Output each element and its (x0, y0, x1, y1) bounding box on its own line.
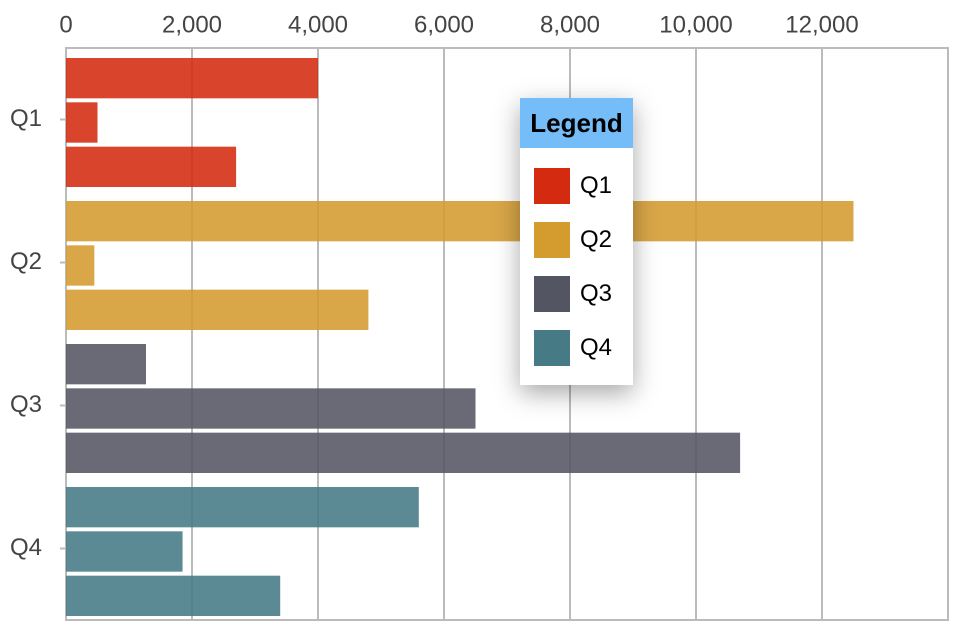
x-tick-label: 8,000 (540, 11, 600, 38)
bar (66, 531, 183, 572)
legend: Legend Q1 Q2 Q3 Q4 (520, 98, 633, 385)
legend-label: Q3 (580, 280, 613, 307)
bar (66, 58, 318, 99)
legend-label: Q2 (580, 226, 613, 253)
legend-title: Legend (520, 98, 633, 148)
bar (66, 102, 98, 143)
legend-item: Q2 (534, 222, 612, 258)
y-tick-label: Q2 (10, 248, 42, 275)
bar (66, 201, 854, 242)
bar (66, 289, 369, 330)
legend-item: Q3 (534, 276, 612, 312)
bar (66, 575, 281, 616)
x-tick-label: 0 (59, 11, 72, 38)
legend-label: Q4 (580, 334, 613, 361)
x-tick-label: 12,000 (785, 11, 858, 38)
bar (66, 432, 741, 473)
y-tick-label: Q1 (10, 105, 42, 132)
bar (66, 388, 476, 429)
bar (66, 344, 147, 385)
y-tick-label: Q4 (10, 534, 42, 561)
x-tick-label: 2,000 (162, 11, 222, 38)
legend-swatch (534, 330, 570, 366)
x-tick-label: 4,000 (288, 11, 348, 38)
legend-swatch (534, 276, 570, 312)
legend-item: Q1 (534, 168, 612, 204)
x-tick-label: 10,000 (659, 11, 732, 38)
bar (66, 487, 419, 528)
legend-item: Q4 (534, 330, 612, 366)
bar (66, 146, 237, 187)
y-tick-label: Q3 (10, 391, 42, 418)
plot-border (65, 47, 949, 621)
legend-swatch (534, 222, 570, 258)
legend-label: Q1 (580, 172, 613, 199)
x-tick-label: 6,000 (414, 11, 474, 38)
legend-swatch (534, 168, 570, 204)
bar (66, 245, 95, 286)
